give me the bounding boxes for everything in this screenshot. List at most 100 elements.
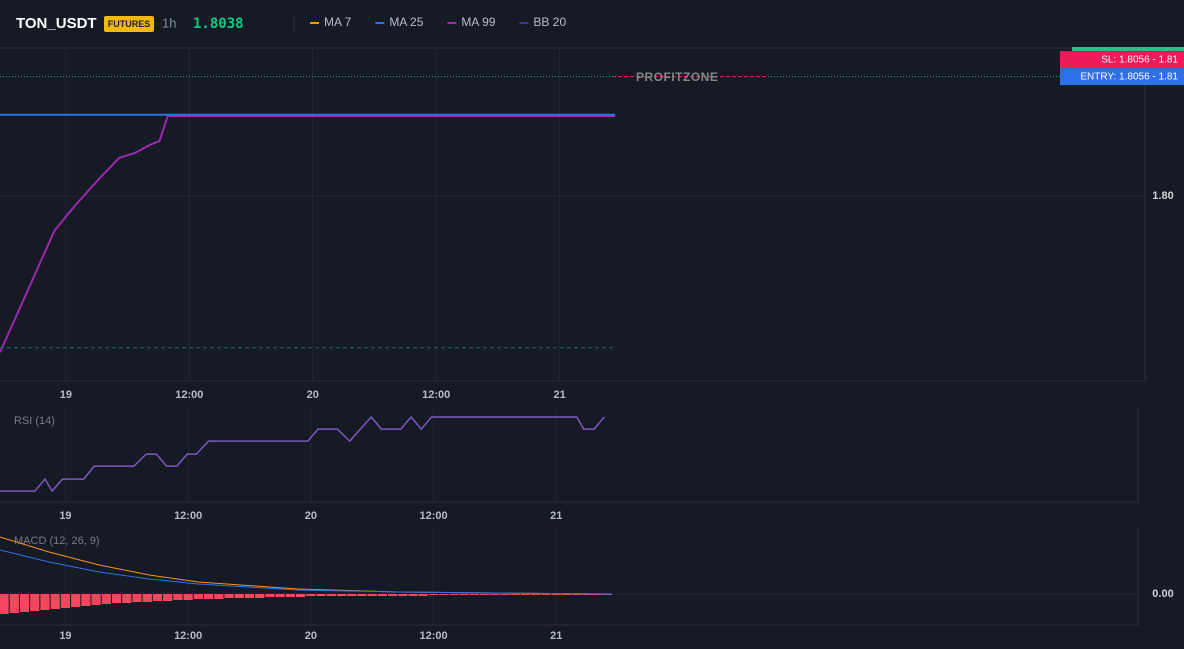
histogram-bar bbox=[551, 594, 561, 595]
histogram-bar bbox=[531, 594, 541, 595]
histogram-bar bbox=[572, 594, 582, 595]
histogram-bar bbox=[183, 594, 193, 600]
legend-label[interactable]: BB 20 bbox=[533, 15, 566, 29]
histogram-bar bbox=[439, 594, 449, 595]
histogram-bar bbox=[30, 594, 40, 611]
histogram-bar bbox=[469, 594, 480, 595]
series-line bbox=[0, 415, 605, 493]
series-line bbox=[0, 115, 616, 353]
histogram-bar bbox=[490, 594, 500, 595]
badge: FUTURES bbox=[108, 19, 151, 29]
histogram-bar bbox=[0, 594, 9, 614]
histogram-bar bbox=[592, 594, 602, 595]
histogram-bar bbox=[122, 594, 132, 603]
x-tick-label: 12:00 bbox=[419, 510, 447, 522]
histogram-bar bbox=[388, 594, 398, 596]
histogram-bar bbox=[214, 594, 224, 599]
x-tick-label: 12:00 bbox=[174, 510, 202, 522]
level-tag-bg bbox=[1060, 51, 1184, 69]
histogram-bar bbox=[561, 594, 572, 595]
x-tick-label: 12:00 bbox=[422, 389, 450, 401]
histogram-bar bbox=[357, 594, 367, 596]
level-tag: SL: 1.8056 - 1.81 bbox=[1060, 51, 1184, 69]
badge-bg bbox=[104, 16, 154, 32]
histogram-bar bbox=[602, 594, 612, 595]
histogram-bar bbox=[449, 594, 459, 595]
histogram-bar bbox=[132, 594, 142, 602]
level-label: SL: 1.8056 - 1.81 bbox=[1101, 54, 1178, 65]
histogram-bar bbox=[71, 594, 81, 607]
histogram-bar bbox=[459, 594, 469, 595]
legend-label[interactable]: MA 99 bbox=[461, 15, 495, 29]
x-tick-label: 12:00 bbox=[419, 630, 447, 642]
histogram-bar bbox=[255, 594, 265, 598]
x-tick-label: 21 bbox=[554, 389, 566, 401]
y-tick-label: 1.80 bbox=[1152, 190, 1173, 202]
histogram-bar bbox=[224, 594, 234, 598]
histogram-bar bbox=[234, 594, 244, 598]
histogram-bar bbox=[203, 594, 214, 599]
histogram-bar bbox=[520, 594, 531, 595]
histogram-bar bbox=[306, 594, 316, 596]
x-tick-label: 21 bbox=[550, 630, 562, 642]
histogram-bar bbox=[111, 594, 122, 603]
histogram-bar bbox=[152, 594, 163, 601]
histogram-bar bbox=[418, 594, 428, 596]
histogram-bar bbox=[398, 594, 408, 596]
histogram-bar bbox=[173, 594, 183, 600]
y-tick-label: 0.00 bbox=[1152, 588, 1173, 600]
x-tick-label: 19 bbox=[59, 630, 71, 642]
panel-title: MACD (12, 26, 9) bbox=[14, 535, 100, 547]
histogram-bar bbox=[142, 594, 152, 602]
histogram-bar bbox=[101, 594, 111, 604]
histogram-bar bbox=[9, 594, 19, 613]
histogram-bar bbox=[50, 594, 60, 609]
price: 1.8038 bbox=[193, 16, 244, 32]
histogram-bar bbox=[510, 594, 520, 595]
annotation: PROFITZONE bbox=[636, 70, 718, 84]
legend: MA 7 MA 25 MA 99 BB 20 bbox=[310, 15, 566, 29]
histogram-bar bbox=[275, 594, 285, 597]
histogram-bar bbox=[193, 594, 203, 599]
x-tick-label: 19 bbox=[59, 510, 71, 522]
histogram-bar bbox=[244, 594, 255, 598]
level-tag-bg bbox=[1060, 68, 1184, 86]
histogram-bar bbox=[367, 594, 377, 596]
legend-label[interactable]: MA 7 bbox=[324, 15, 352, 29]
histogram-bar bbox=[19, 594, 30, 612]
level-tag: ENTRY: 1.8056 - 1.81 bbox=[1060, 68, 1184, 86]
histogram-bar bbox=[377, 594, 388, 596]
histogram-bar bbox=[316, 594, 326, 596]
histogram-bar bbox=[541, 594, 551, 595]
interval[interactable]: 1h bbox=[162, 15, 176, 30]
x-tick-label: 12:00 bbox=[175, 389, 203, 401]
histogram-bar bbox=[60, 594, 71, 608]
level-label: ENTRY: 1.8056 - 1.81 bbox=[1080, 71, 1178, 82]
histogram-bar bbox=[500, 594, 510, 595]
panel-title: RSI (14) bbox=[14, 415, 55, 427]
histogram-bar bbox=[296, 594, 306, 597]
x-tick-label: 19 bbox=[60, 389, 72, 401]
symbol[interactable]: TON_USDT bbox=[16, 15, 97, 32]
histogram-bar bbox=[40, 594, 50, 610]
histogram-bar bbox=[91, 594, 101, 605]
histogram-bar bbox=[480, 594, 490, 595]
x-tick-label: 20 bbox=[305, 510, 317, 522]
x-tick-label: 20 bbox=[305, 630, 317, 642]
histogram-bar bbox=[265, 594, 275, 597]
histogram-bar bbox=[81, 594, 91, 606]
histogram-bar bbox=[326, 594, 336, 596]
histogram-bar bbox=[336, 594, 347, 596]
histogram-bar bbox=[582, 594, 592, 595]
histogram-bar bbox=[408, 594, 418, 596]
x-tick-label: 12:00 bbox=[174, 630, 202, 642]
histogram-bar bbox=[285, 594, 295, 597]
tp-marker bbox=[1072, 47, 1184, 51]
x-tick-label: 21 bbox=[550, 510, 562, 522]
series-line bbox=[0, 549, 612, 595]
legend-label[interactable]: MA 25 bbox=[389, 15, 423, 29]
histogram-bar bbox=[347, 594, 357, 596]
